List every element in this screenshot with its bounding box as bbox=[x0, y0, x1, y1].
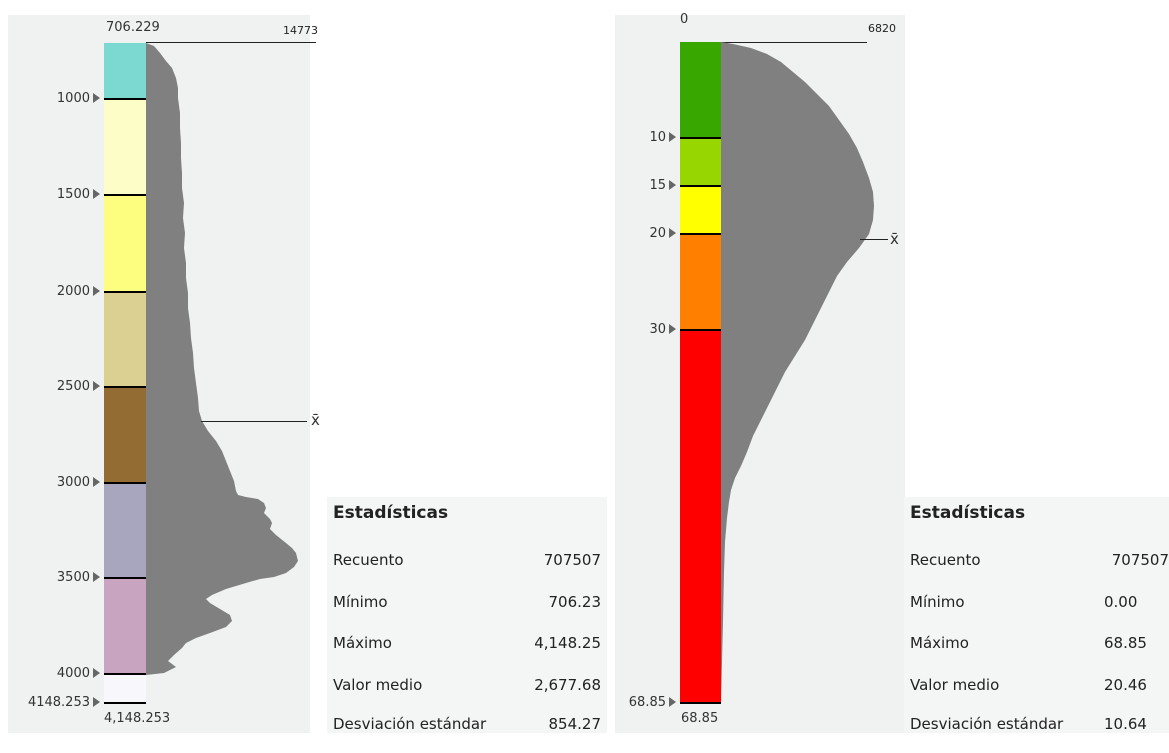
left-tick-2000[interactable]: 2000 bbox=[57, 284, 100, 299]
left-bottom-label: 4,148.253 bbox=[104, 711, 171, 726]
left-mean-line bbox=[201, 421, 307, 422]
break-arrow-icon[interactable] bbox=[93, 93, 100, 103]
stats-row-max: Máximo 68.85 bbox=[910, 634, 1147, 652]
stats-row-mean: Valor medio 20.46 bbox=[910, 676, 1147, 694]
right-ramp-class-3[interactable] bbox=[680, 186, 721, 234]
left-break-line[interactable] bbox=[104, 291, 146, 293]
stats-row-count: Recuento 707507 bbox=[910, 551, 1169, 569]
right-break-line[interactable] bbox=[680, 137, 721, 139]
left-tick-4000[interactable]: 4000 bbox=[57, 666, 100, 681]
break-arrow-icon[interactable] bbox=[93, 572, 100, 582]
break-arrow-icon[interactable] bbox=[93, 697, 100, 707]
left-histogram-bars bbox=[146, 43, 298, 675]
left-color-ramp bbox=[104, 43, 146, 704]
left-max-count-line bbox=[146, 42, 316, 43]
right-break-line[interactable] bbox=[680, 185, 721, 187]
right-histogram-bars bbox=[721, 42, 874, 704]
break-arrow-icon[interactable] bbox=[93, 381, 100, 391]
left-break-line[interactable] bbox=[104, 673, 146, 675]
stats-row-count: Recuento 707507 bbox=[333, 551, 601, 569]
left-break-line[interactable] bbox=[104, 482, 146, 484]
right-ramp-class-5[interactable] bbox=[680, 330, 721, 704]
break-arrow-icon[interactable] bbox=[669, 697, 676, 707]
stats-row-min: Mínimo 706.23 bbox=[333, 593, 601, 611]
right-ramp-class-1[interactable] bbox=[680, 42, 721, 138]
right-mean-label: x̄ bbox=[890, 230, 899, 248]
break-arrow-icon[interactable] bbox=[669, 324, 676, 334]
left-tick-3500[interactable]: 3500 bbox=[57, 570, 100, 585]
right-max-count-line bbox=[721, 42, 867, 43]
right-color-ramp bbox=[680, 42, 721, 704]
break-arrow-icon[interactable] bbox=[93, 477, 100, 487]
right-stats-panel: Estadísticas Recuento 707507 Mínimo 0.00 M… bbox=[904, 497, 1169, 733]
left-ramp-class-4[interactable] bbox=[104, 292, 146, 387]
break-arrow-icon[interactable] bbox=[669, 132, 676, 142]
right-tick-20[interactable]: 20 bbox=[649, 226, 676, 241]
left-break-line[interactable] bbox=[104, 577, 146, 579]
left-tick-2500[interactable]: 2500 bbox=[57, 379, 100, 394]
right-tick-max[interactable]: 68.85 bbox=[629, 695, 676, 710]
right-break-line[interactable] bbox=[680, 329, 721, 331]
left-mean-label: x̄ bbox=[311, 411, 320, 429]
left-ramp-class-1[interactable] bbox=[104, 43, 146, 99]
left-ramp-class-7[interactable] bbox=[104, 578, 146, 674]
left-ramp-class-3[interactable] bbox=[104, 195, 146, 292]
left-min-label: 706.229 bbox=[106, 20, 160, 35]
stats-row-mean: Valor medio 2,677.68 bbox=[333, 676, 601, 694]
right-break-line[interactable] bbox=[680, 233, 721, 235]
right-bottom-label: 68.85 bbox=[681, 711, 719, 726]
left-max-count-label: 14773 bbox=[283, 24, 318, 37]
left-tick-3000[interactable]: 3000 bbox=[57, 475, 100, 490]
stats-title: Estadísticas bbox=[333, 503, 449, 523]
left-break-line[interactable] bbox=[104, 98, 146, 100]
break-arrow-icon[interactable] bbox=[669, 180, 676, 190]
left-tick-1500[interactable]: 1500 bbox=[57, 187, 100, 202]
right-tick-30[interactable]: 30 bbox=[649, 322, 676, 337]
left-tick-max[interactable]: 4148.253 bbox=[28, 695, 100, 710]
left-break-line[interactable] bbox=[104, 194, 146, 196]
right-ramp-class-4[interactable] bbox=[680, 234, 721, 330]
right-break-line[interactable] bbox=[680, 702, 721, 704]
break-arrow-icon[interactable] bbox=[669, 228, 676, 238]
left-ramp-class-6[interactable] bbox=[104, 483, 146, 578]
left-ramp-class-8[interactable] bbox=[104, 674, 146, 704]
stats-row-stddev: Desviación estándar 10.64 bbox=[910, 715, 1147, 733]
left-ramp-class-5[interactable] bbox=[104, 387, 146, 483]
left-tick-1000[interactable]: 1000 bbox=[57, 91, 100, 106]
left-break-line[interactable] bbox=[104, 386, 146, 388]
stats-row-stddev: Desviación estándar 854.27 bbox=[333, 715, 601, 733]
break-arrow-icon[interactable] bbox=[93, 189, 100, 199]
right-max-count-label: 6820 bbox=[868, 22, 896, 35]
stats-row-max: Máximo 4,148.25 bbox=[333, 634, 601, 652]
right-tick-10[interactable]: 10 bbox=[649, 130, 676, 145]
break-arrow-icon[interactable] bbox=[93, 286, 100, 296]
right-ramp-class-2[interactable] bbox=[680, 138, 721, 186]
right-min-label: 0 bbox=[680, 12, 689, 27]
stats-row-min: Mínimo 0.00 bbox=[910, 593, 1138, 611]
stats-title: Estadísticas bbox=[910, 503, 1026, 523]
right-mean-line bbox=[860, 239, 888, 240]
right-tick-15[interactable]: 15 bbox=[649, 178, 676, 193]
left-stats-panel: Estadísticas Recuento 707507 Mínimo 706.23… bbox=[327, 497, 607, 733]
left-ramp-class-2[interactable] bbox=[104, 99, 146, 195]
break-arrow-icon[interactable] bbox=[93, 668, 100, 678]
left-break-line[interactable] bbox=[104, 702, 146, 704]
